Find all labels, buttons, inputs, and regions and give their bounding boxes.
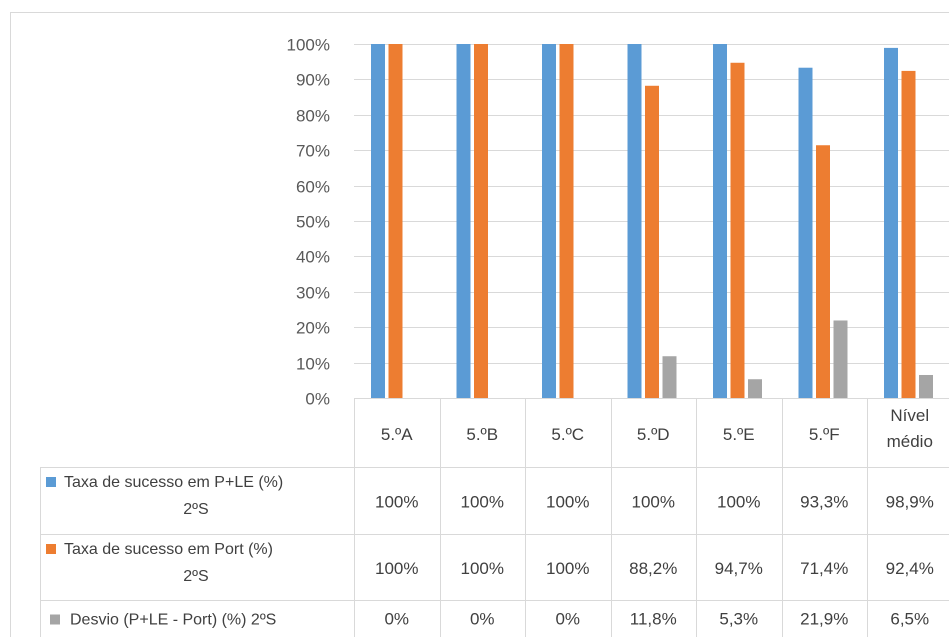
data-label: 0%: [384, 610, 409, 629]
bar: [884, 47, 898, 398]
y-tick-label: 30%: [296, 284, 330, 303]
data-label: 71,4%: [800, 559, 848, 578]
bar: [388, 44, 403, 398]
data-label: 0%: [555, 610, 580, 629]
legend-key: [46, 477, 56, 487]
data-label: 100%: [717, 493, 760, 512]
y-tick-label: 70%: [296, 142, 330, 161]
data-table: 5.ºA 5.ºB 5.ºC 5.ºD 5.ºE 5.ºF Nível médio Taxa d…: [40, 398, 949, 637]
y-tick-label: 10%: [296, 355, 330, 374]
legend-key: [46, 544, 56, 554]
legend-key: [50, 614, 60, 625]
bar: [798, 67, 813, 398]
bar: [919, 374, 933, 398]
data-label: 100%: [461, 493, 504, 512]
data-label: 100%: [546, 559, 589, 578]
bar: [713, 44, 727, 398]
data-label: 5,3%: [719, 610, 758, 629]
data-label: 100%: [461, 559, 504, 578]
bar: [627, 44, 642, 398]
y-tick-label: 90%: [296, 71, 330, 90]
bars: [371, 44, 933, 399]
y-tick-label: 80%: [296, 107, 330, 126]
series-name: Taxa de sucesso em Port (%): [64, 541, 273, 558]
data-label: 21,9%: [800, 610, 848, 629]
bar: [901, 70, 916, 399]
data-label: 93,3%: [800, 493, 848, 512]
y-tick-label: 20%: [296, 319, 330, 338]
category-label: 5.ºF: [809, 425, 840, 444]
y-tick-label: 60%: [296, 178, 330, 197]
bar: [730, 62, 745, 399]
bar: [662, 356, 677, 398]
data-label: 92,4%: [886, 559, 934, 578]
y-axis-ticks: 0% 10% 20% 30% 40% 50% 60% 70% 80% 90% 100%: [287, 36, 330, 409]
bar: [833, 320, 848, 398]
data-label: 0%: [470, 610, 495, 629]
data-label: 94,7%: [715, 559, 763, 578]
bar: [474, 44, 488, 398]
bar: [542, 44, 556, 398]
bar: [645, 85, 659, 398]
data-label: 100%: [375, 493, 418, 512]
bar: [371, 44, 385, 398]
y-tick-label: 40%: [296, 248, 330, 267]
y-tick-label: 0%: [305, 390, 330, 409]
data-label: 11,8%: [630, 610, 677, 629]
category-label: 5.ºB: [466, 425, 498, 444]
data-label: 100%: [375, 559, 418, 578]
series-name: Desvio (P+LE - Port) (%) 2ºS: [70, 612, 276, 629]
y-tick-label: 50%: [296, 213, 330, 232]
bar: [748, 379, 762, 398]
data-label: 88,2%: [629, 559, 677, 578]
data-label: 100%: [632, 493, 675, 512]
bar: [816, 145, 830, 398]
series-name: 2ºS: [183, 568, 208, 585]
chart-frame: [10, 12, 949, 637]
y-tick-label: 100%: [287, 36, 330, 55]
category-label: 5.ºA: [381, 425, 413, 444]
series-name: 2ºS: [183, 501, 208, 518]
data-label: 6,5%: [890, 610, 929, 629]
data-label: 100%: [546, 493, 589, 512]
series-name: Taxa de sucesso em P+LE (%): [64, 474, 283, 491]
category-label: 5.ºE: [723, 425, 755, 444]
category-label: 5.ºD: [637, 425, 670, 444]
data-label: 98,9%: [886, 493, 934, 512]
category-label: Nível: [890, 406, 929, 425]
bar: [456, 44, 471, 398]
category-label: médio: [887, 432, 933, 451]
bar: [559, 44, 574, 398]
category-label: 5.ºC: [551, 425, 584, 444]
